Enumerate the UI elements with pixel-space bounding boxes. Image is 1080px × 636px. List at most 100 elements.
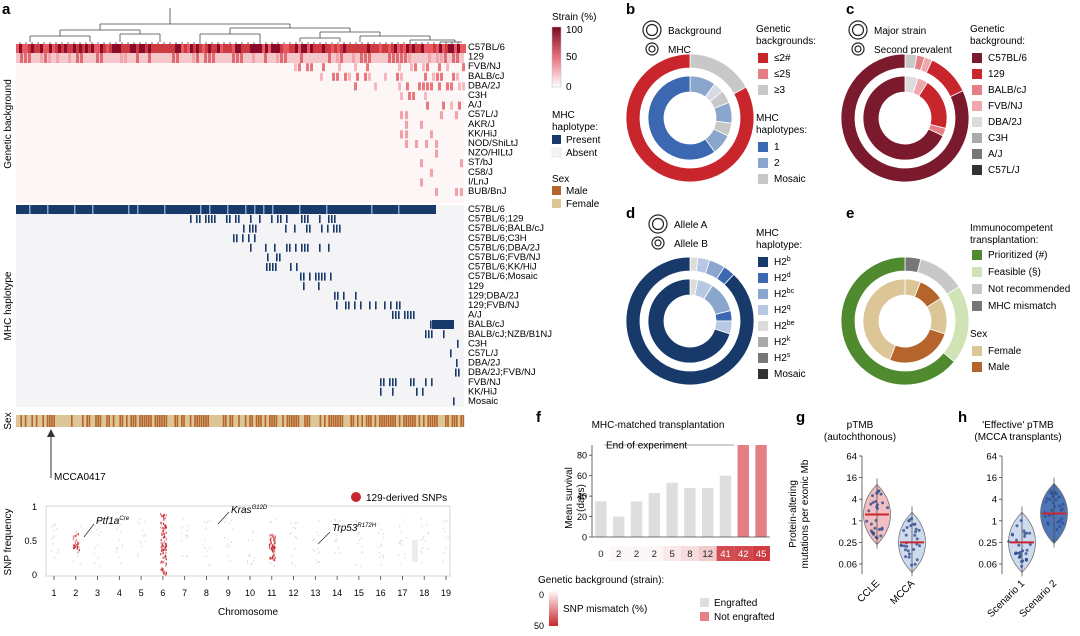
violin-point	[879, 534, 883, 538]
trp53-label: Trp53R172H	[332, 523, 377, 534]
snp-point	[335, 538, 337, 541]
mhc-cell	[380, 378, 382, 387]
violin-ytick-label: 16	[846, 473, 857, 484]
genetic-cell	[420, 159, 423, 168]
snp-hotspot	[272, 535, 274, 538]
genetic-cell	[112, 44, 115, 53]
genetic-cell	[405, 111, 408, 120]
snp-point	[358, 539, 360, 542]
snp-hotspot	[272, 544, 274, 547]
violin-point	[1057, 495, 1061, 499]
sex-tick	[82, 415, 84, 427]
genetic-cell	[304, 44, 307, 53]
genetic-heatmap	[16, 44, 464, 203]
snp-point	[96, 543, 98, 545]
genetic-cell	[432, 72, 435, 81]
snp-hotspot	[165, 551, 167, 554]
c-item-swatch	[972, 101, 982, 111]
d-item-swatch	[758, 257, 768, 267]
e-item-swatch	[972, 284, 982, 294]
mhc-cell	[205, 215, 207, 223]
mhc-cell	[286, 243, 288, 252]
snp-hotspot	[160, 526, 162, 529]
b-genetic-swatch	[758, 85, 768, 95]
mhc-row-label: DBA/2J;FVB/NJ	[468, 367, 536, 378]
mhc-absent-swatch	[551, 147, 562, 158]
snp-point	[163, 554, 165, 556]
sex-tick	[368, 415, 370, 427]
snp-hotspot	[164, 556, 166, 559]
genetic-cell	[388, 53, 391, 63]
violin-point	[1058, 519, 1062, 523]
snp-point	[338, 529, 340, 532]
genetic-cell	[405, 140, 408, 148]
snp-point	[204, 521, 206, 524]
snp-point	[334, 540, 336, 542]
mhc-cell	[443, 330, 445, 339]
sex-tick	[337, 415, 339, 427]
snp-hotspot	[163, 546, 165, 549]
snp-hotspot	[162, 552, 164, 555]
sex-tick	[429, 415, 432, 427]
snp-point	[338, 521, 340, 524]
genetic-cell	[354, 63, 357, 72]
mhc-cell	[299, 205, 301, 214]
c-legend-inner: Second prevalent	[874, 45, 952, 56]
sex-tick	[176, 415, 179, 427]
snp-point	[120, 562, 122, 564]
snp-point	[445, 546, 447, 549]
mhc-row-label: BALB/cJ;NZB/B1NJ	[468, 329, 552, 340]
violin-point	[905, 525, 909, 529]
sex-tick	[427, 415, 429, 427]
genetic-cell	[408, 92, 411, 100]
mhc-cell	[164, 205, 166, 214]
donut-segment	[889, 328, 946, 364]
genetic-cell	[56, 53, 59, 63]
genetic-cell	[322, 44, 325, 53]
mhc-cell	[383, 378, 385, 387]
snp-hotspot	[272, 549, 275, 552]
sex-tick	[381, 415, 383, 427]
snp-xtick-label: 4	[117, 588, 122, 598]
strain-tick-0: 0	[566, 82, 572, 93]
genetic-cell	[436, 53, 439, 63]
dendro-right	[359, 35, 462, 43]
mhc-cell	[29, 205, 31, 214]
strain-legend-title: Strain (%)	[552, 12, 596, 23]
snp-point	[231, 541, 233, 543]
f-category-label: 12	[702, 549, 713, 560]
snp-hotspot	[77, 545, 79, 548]
violin-point	[1007, 539, 1011, 543]
snp-point	[401, 543, 403, 546]
female-label: Female	[566, 199, 600, 210]
violin-point	[1015, 524, 1019, 528]
mhc-cell	[306, 224, 308, 233]
violin-point	[867, 509, 871, 513]
snp-point	[355, 520, 357, 523]
genetic-cell	[310, 44, 313, 53]
mhc-axis-label: MHC haplotype	[3, 271, 14, 340]
snp-xtick-label: 14	[332, 588, 342, 598]
f-ytick-label: 60	[577, 471, 587, 481]
mhc-cell	[250, 215, 252, 223]
snp-point	[381, 554, 383, 557]
genetic-cell	[430, 44, 433, 53]
snp-point	[140, 542, 142, 544]
d-item-label: H2s	[774, 352, 791, 364]
genetic-cell	[426, 63, 429, 72]
mhc-row-label: KK/HiJ	[468, 386, 497, 397]
snp-point	[275, 549, 277, 551]
snp-point	[53, 535, 55, 538]
snp-hotspot	[269, 534, 271, 537]
mhc-cell	[209, 205, 211, 214]
violin-point	[1054, 492, 1058, 496]
violin-point	[1019, 560, 1023, 564]
snp-point	[271, 555, 273, 558]
genetic-cell	[24, 53, 27, 63]
violin-point	[1046, 522, 1050, 526]
mhc-cell	[16, 205, 436, 214]
violin-point	[1045, 497, 1049, 501]
snp-hotspot	[160, 568, 162, 571]
violin-category-label: CCLE	[855, 578, 882, 605]
snp-hotspot	[269, 556, 272, 559]
